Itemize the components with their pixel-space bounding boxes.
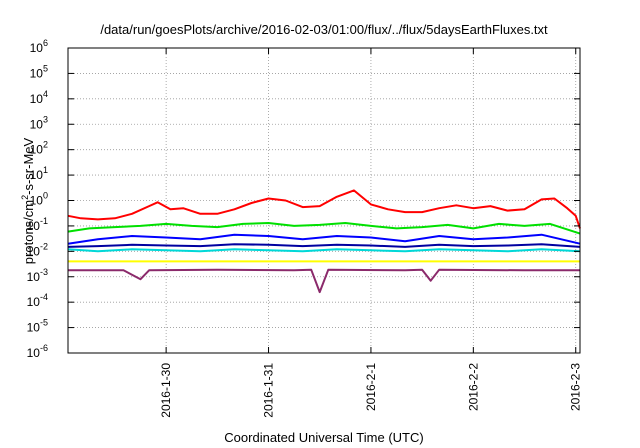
y-axis-label-superscript: 2 <box>20 195 30 200</box>
y-tick-label: 101 <box>30 165 48 182</box>
y-tick-base: 10 <box>27 295 41 309</box>
y-tick-base: 10 <box>30 194 44 208</box>
y-tick-exponent: -3 <box>40 267 48 277</box>
series-line-2 <box>67 222 581 235</box>
y-tick-label: 10-6 <box>27 343 48 360</box>
y-axis-label-units: -s-sr-MeV <box>21 137 36 194</box>
series-line-1 <box>67 189 581 229</box>
y-tick-label: 105 <box>30 63 48 80</box>
axes <box>67 47 581 354</box>
x-tick-label: 2016-2-3 <box>569 363 583 411</box>
x-tick-label: 2016-2-1 <box>364 363 378 411</box>
y-tick-base: 10 <box>30 117 44 131</box>
y-tick-base: 10 <box>30 92 44 106</box>
x-tick-label: 2016-1-30 <box>159 363 173 418</box>
y-tick-base: 10 <box>27 244 41 258</box>
y-tick-labels: 10-610-510-410-310-210-11001011021031041… <box>27 38 48 360</box>
y-axis-label-main: protons/cm <box>21 200 36 264</box>
series-lines <box>67 189 581 294</box>
y-tick-exponent: -1 <box>40 216 48 226</box>
series-line-5 <box>67 243 581 248</box>
y-tick-exponent: -5 <box>40 318 48 328</box>
y-tick-label: 106 <box>30 38 48 55</box>
x-tick-label: 2016-1-31 <box>262 363 276 418</box>
y-tick-base: 10 <box>27 270 41 284</box>
y-tick-exponent: 2 <box>43 140 48 150</box>
series-line-7 <box>68 268 580 294</box>
y-tick-exponent: 3 <box>43 114 48 124</box>
y-tick-base: 10 <box>30 66 44 80</box>
y-tick-base: 10 <box>30 168 44 182</box>
y-tick-label: 103 <box>30 114 48 131</box>
x-tick-labels: 2016-1-30 2016-1-31 2016-2-1 2016-2-2 2016-2… <box>159 363 583 418</box>
plot-frame <box>67 47 581 354</box>
y-tick-exponent: 1 <box>43 165 48 175</box>
y-axis-label: protons/cm2-s-sr-MeV <box>20 137 36 264</box>
x-axis-label: Coordinated Universal Time (UTC) <box>224 430 423 445</box>
y-tick-label: 10-5 <box>27 318 48 335</box>
grid-lines <box>68 48 580 353</box>
y-tick-exponent: 5 <box>43 63 48 73</box>
y-tick-exponent: -4 <box>40 292 48 302</box>
y-tick-label: 104 <box>30 89 48 106</box>
y-tick-exponent: 0 <box>43 191 48 201</box>
y-tick-label: 10-1 <box>27 216 48 233</box>
y-tick-exponent: -2 <box>40 241 48 251</box>
y-tick-label: 10-2 <box>27 241 48 258</box>
series-line-3 <box>67 248 581 253</box>
y-tick-exponent: -6 <box>40 343 48 353</box>
y-tick-exponent: 6 <box>43 38 48 48</box>
y-tick-base: 10 <box>27 219 41 233</box>
series-line-4 <box>67 233 581 245</box>
chart-title: /data/run/goesPlots/archive/2016-02-03/0… <box>100 22 548 37</box>
y-tick-label: 102 <box>30 140 48 157</box>
y-tick-label: 10-3 <box>27 267 48 284</box>
y-tick-base: 10 <box>30 41 44 55</box>
y-tick-base: 10 <box>27 346 41 360</box>
x-tick-label: 2016-2-2 <box>466 363 480 411</box>
y-tick-exponent: 4 <box>43 89 48 99</box>
y-tick-base: 10 <box>27 321 41 335</box>
y-tick-base: 10 <box>30 143 44 157</box>
y-tick-label: 10-4 <box>27 292 48 309</box>
y-tick-label: 100 <box>30 191 48 208</box>
